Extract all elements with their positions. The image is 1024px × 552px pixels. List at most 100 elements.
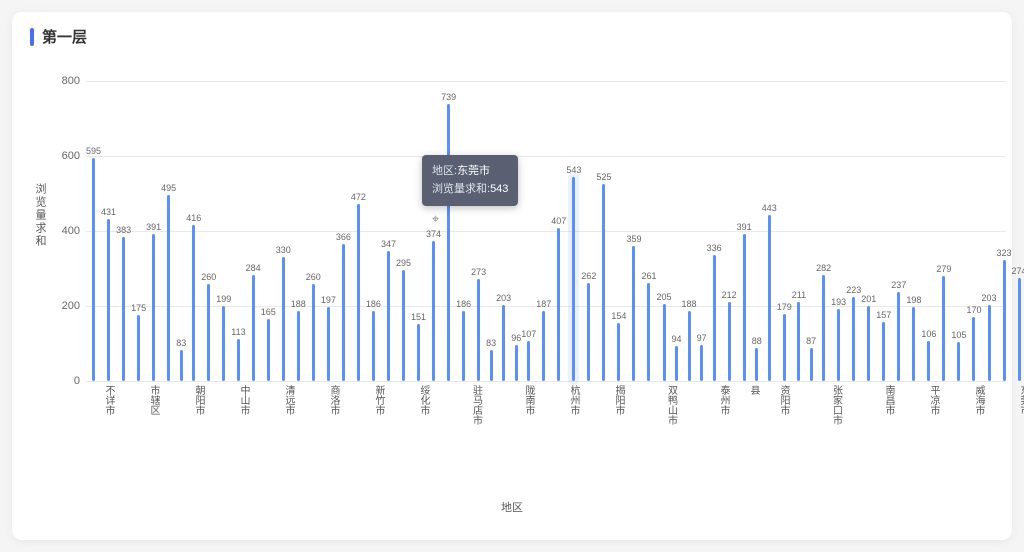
- bar[interactable]: [867, 306, 870, 381]
- bar[interactable]: [728, 302, 731, 382]
- bar[interactable]: [122, 237, 125, 381]
- bar-slot[interactable]: 87: [806, 336, 816, 381]
- bar-slot[interactable]: 739: [441, 92, 456, 381]
- bar[interactable]: [432, 241, 435, 381]
- bar[interactable]: [942, 276, 945, 381]
- bar[interactable]: [688, 311, 691, 382]
- bar[interactable]: [988, 305, 991, 381]
- bar[interactable]: [297, 311, 300, 382]
- bar[interactable]: [462, 311, 465, 381]
- bar-slot[interactable]: 165: [261, 307, 276, 381]
- bar[interactable]: [357, 204, 360, 381]
- bar[interactable]: [675, 346, 678, 381]
- bar-slot[interactable]: 113: [231, 327, 245, 381]
- bar[interactable]: [180, 350, 183, 381]
- bar[interactable]: [602, 184, 605, 381]
- bar-slot[interactable]: 330: [276, 245, 291, 381]
- bar[interactable]: [797, 302, 800, 381]
- bar-slot[interactable]: 274: [1012, 266, 1024, 381]
- bar[interactable]: [713, 255, 716, 381]
- bar-slot[interactable]: 237: [891, 280, 906, 381]
- bar-slot[interactable]: 431: [101, 207, 116, 381]
- bar-slot[interactable]: 383: [116, 225, 131, 381]
- bar[interactable]: [783, 314, 786, 381]
- bar-slot[interactable]: 543: [566, 165, 581, 381]
- bar[interactable]: [267, 319, 270, 381]
- bar[interactable]: [107, 219, 110, 381]
- bar[interactable]: [743, 234, 746, 381]
- bar-slot[interactable]: 154: [611, 311, 626, 381]
- bar-slot[interactable]: 151: [411, 312, 426, 381]
- bar-slot[interactable]: 336: [707, 243, 722, 381]
- bar[interactable]: [207, 284, 210, 382]
- bar-slot[interactable]: 282: [816, 263, 831, 381]
- bar[interactable]: [515, 345, 518, 381]
- bar-slot[interactable]: 83: [486, 338, 496, 381]
- bar[interactable]: [527, 341, 530, 381]
- bar-slot[interactable]: 201: [861, 294, 876, 381]
- bar[interactable]: [912, 307, 915, 381]
- bar-slot[interactable]: 366: [336, 232, 351, 381]
- bar[interactable]: [222, 306, 225, 381]
- bar-slot[interactable]: 407: [551, 216, 566, 381]
- bar-slot[interactable]: 175: [131, 303, 146, 381]
- bar-slot[interactable]: 203: [496, 293, 511, 381]
- bar-slot[interactable]: 223: [846, 285, 861, 381]
- bar[interactable]: [417, 324, 420, 381]
- bar-slot[interactable]: 186: [456, 299, 471, 381]
- bar[interactable]: [490, 350, 493, 381]
- bar-slot[interactable]: 260: [306, 272, 321, 382]
- bar[interactable]: [327, 307, 330, 381]
- bar[interactable]: [1003, 260, 1006, 381]
- bar[interactable]: [768, 215, 771, 381]
- bar-slot[interactable]: 157: [876, 310, 891, 381]
- bar[interactable]: [252, 275, 255, 382]
- bar-slot[interactable]: 295: [396, 258, 411, 381]
- bar-slot[interactable]: 391: [737, 222, 752, 381]
- bar[interactable]: [282, 257, 285, 381]
- bar-slot[interactable]: 391: [146, 222, 161, 381]
- bar[interactable]: [755, 348, 758, 381]
- bar-slot[interactable]: 106: [921, 329, 936, 381]
- bar-slot[interactable]: 273: [471, 267, 486, 381]
- bar-slot[interactable]: 105: [951, 330, 966, 381]
- bar-slot[interactable]: 212: [722, 290, 737, 382]
- bar[interactable]: [972, 317, 975, 381]
- bar[interactable]: [237, 339, 240, 381]
- bar-slot[interactable]: 261: [641, 271, 656, 381]
- bar-slot[interactable]: 211: [792, 290, 806, 381]
- bar[interactable]: [342, 244, 345, 381]
- bar[interactable]: [402, 270, 405, 381]
- bar[interactable]: [387, 251, 390, 381]
- bar[interactable]: [502, 305, 505, 381]
- bar-slot[interactable]: 197: [321, 295, 336, 381]
- bar[interactable]: [822, 275, 825, 381]
- bar-slot[interactable]: 359: [626, 234, 641, 381]
- bar[interactable]: [192, 225, 195, 381]
- bar-slot[interactable]: 199: [216, 294, 231, 381]
- bar-slot[interactable]: 525: [596, 172, 611, 381]
- bar[interactable]: [927, 341, 930, 381]
- bar[interactable]: [167, 195, 170, 381]
- bar-slot[interactable]: 83: [176, 338, 186, 381]
- bar-slot[interactable]: 187: [536, 299, 551, 381]
- bar[interactable]: [852, 297, 855, 381]
- bar-slot[interactable]: 170: [966, 305, 981, 381]
- bar[interactable]: [632, 246, 635, 381]
- bar-slot[interactable]: 188: [291, 299, 306, 382]
- bar[interactable]: [897, 292, 900, 381]
- bar-slot[interactable]: 443: [762, 203, 777, 381]
- bar-slot[interactable]: 193: [831, 297, 846, 381]
- bar[interactable]: [557, 228, 560, 381]
- bar-slot[interactable]: 416: [186, 213, 201, 381]
- bar-slot[interactable]: 96: [511, 333, 521, 381]
- bar-slot[interactable]: 97: [697, 333, 707, 381]
- bar-slot[interactable]: 94: [672, 334, 682, 381]
- bar-slot[interactable]: 323: [997, 248, 1012, 381]
- bar-slot[interactable]: 284: [246, 263, 261, 382]
- bar[interactable]: [587, 283, 590, 381]
- bar[interactable]: [882, 322, 885, 381]
- bar[interactable]: [572, 177, 575, 381]
- bar[interactable]: [957, 342, 960, 381]
- bar-slot[interactable]: 179: [777, 302, 792, 381]
